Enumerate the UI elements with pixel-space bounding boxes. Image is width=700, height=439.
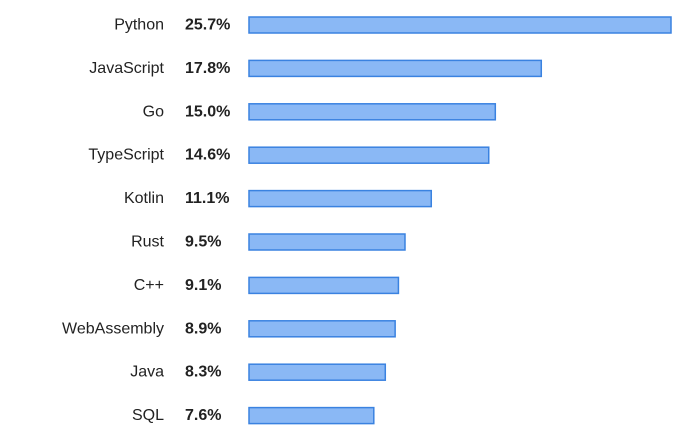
bar (248, 406, 375, 425)
category-label: C++ (134, 277, 164, 294)
bar (248, 276, 400, 295)
value-label: 17.8% (185, 60, 230, 77)
category-label: JavaScript (89, 60, 164, 77)
category-label: SQL (132, 407, 164, 424)
bar (248, 146, 490, 164)
bar (248, 103, 497, 121)
value-label: 7.6% (185, 407, 221, 424)
category-label: Kotlin (124, 190, 164, 207)
category-label: Go (143, 103, 164, 120)
bar (248, 16, 672, 34)
category-label: Rust (131, 234, 164, 251)
value-label: 15.0% (185, 103, 230, 120)
bar (248, 59, 543, 78)
bar (248, 233, 406, 251)
category-label: Java (130, 364, 164, 381)
value-label: 8.9% (185, 320, 221, 337)
value-label: 11.1% (185, 190, 229, 207)
category-label: TypeScript (88, 147, 164, 164)
value-label: 9.5% (185, 234, 221, 251)
value-label: 25.7% (185, 17, 230, 34)
bar (248, 363, 387, 381)
value-label: 8.3% (185, 364, 221, 381)
bar (248, 189, 433, 208)
category-label: WebAssembly (62, 320, 164, 337)
value-label: 14.6% (185, 147, 230, 164)
category-label: Python (114, 17, 164, 34)
bar (248, 320, 396, 338)
value-label: 9.1% (185, 277, 221, 294)
